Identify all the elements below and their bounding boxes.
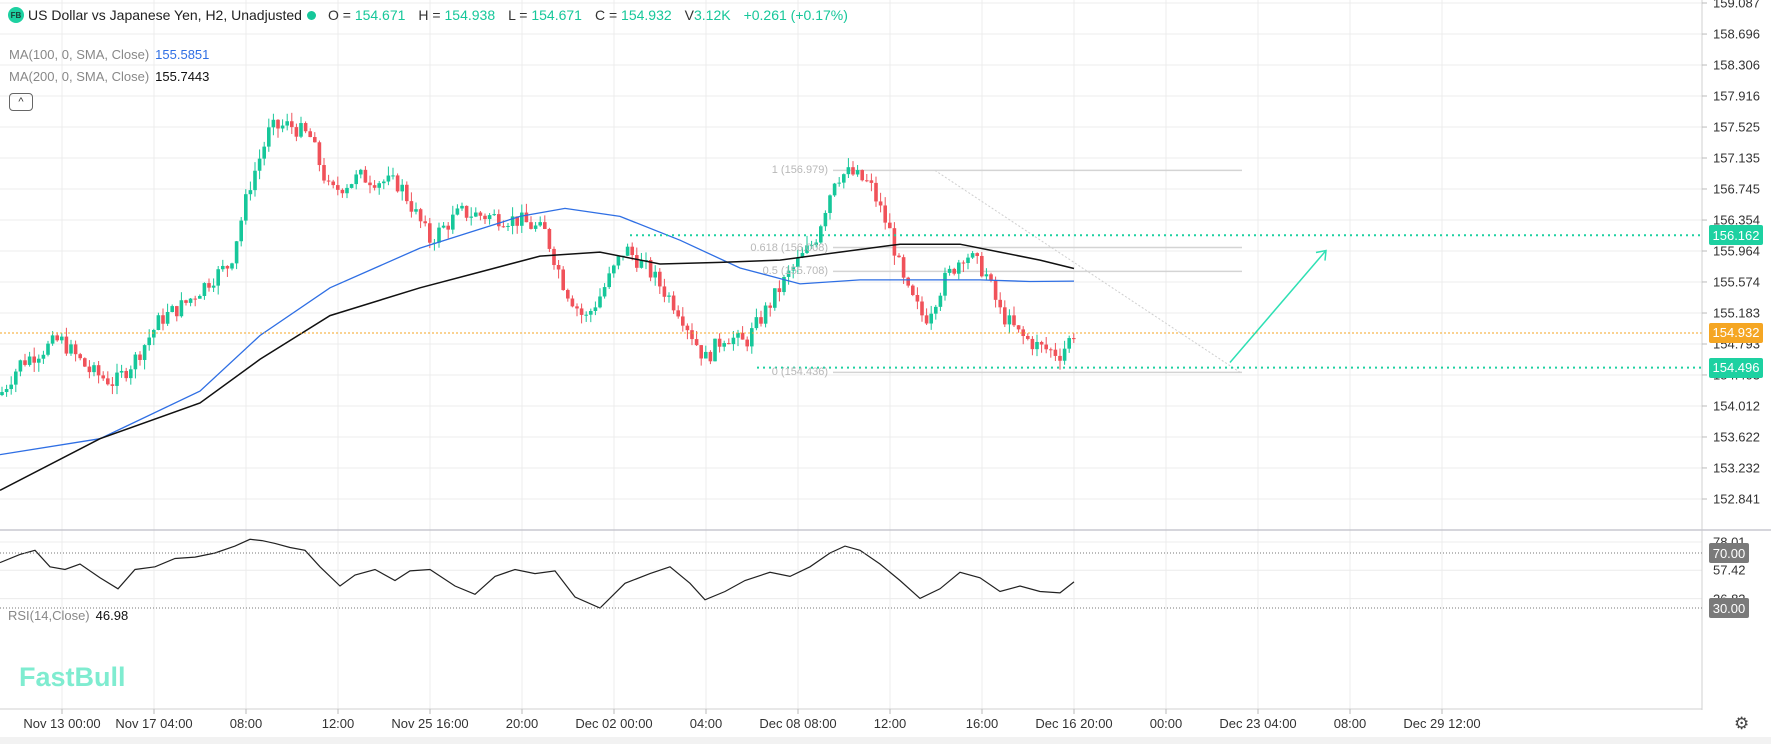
time-tick-label: Dec 29 12:00: [1403, 716, 1481, 731]
price-tick-label: 156.745: [1713, 181, 1760, 197]
price-tick-label: 153.232: [1713, 460, 1760, 476]
collapse-indicators-button[interactable]: ^: [9, 93, 33, 111]
time-tick-label: Dec 16 20:00: [1035, 716, 1113, 731]
ma200-line: [0, 243, 1075, 491]
ma100-legend[interactable]: MA(100, 0, SMA, Close) 155.5851: [9, 47, 210, 62]
chart-legend: FB US Dollar vs Japanese Yen, H2, Unadju…: [8, 7, 848, 23]
time-tick-label: 12:00: [873, 716, 907, 731]
price-tick-label: 152.841: [1713, 491, 1760, 507]
rsi-level-tag[interactable]: 30.00: [1709, 598, 1749, 618]
time-tick-label: Dec 08 08:00: [759, 716, 837, 731]
price-tick-label: 155.964: [1713, 243, 1760, 259]
price-tick-label: 155.183: [1713, 305, 1760, 321]
price-tick-label: 156.354: [1713, 212, 1760, 228]
chevron-up-icon: ^: [18, 96, 24, 108]
fastbull-watermark: FastBull: [19, 662, 126, 692]
ohlc-low: L = 154.671: [508, 7, 582, 23]
settings-gear-icon[interactable]: ⚙: [1734, 714, 1750, 733]
time-tick-label: Nov 25 16:00: [391, 716, 469, 731]
time-tick-label: 16:00: [965, 716, 999, 731]
time-tick-label: Dec 02 00:00: [575, 716, 653, 731]
price-tick-label: 155.574: [1713, 274, 1760, 290]
fib-level-label: 0.618 (156.008): [750, 241, 828, 254]
ohlc-high: H = 154.938: [418, 7, 496, 23]
projection-arrow[interactable]: [1229, 249, 1327, 363]
price-tick-label: 154.012: [1713, 398, 1760, 414]
price-tag[interactable]: 156.162: [1709, 225, 1763, 246]
price-tag[interactable]: 154.496: [1709, 357, 1763, 378]
fib-level-label: 1 (156.979): [771, 164, 828, 177]
time-tick-label: 12:00: [321, 716, 355, 731]
ohlc-open: O = 154.671: [327, 7, 406, 23]
ma200-legend[interactable]: MA(200, 0, SMA, Close) 155.7443: [9, 69, 210, 84]
time-tick-label: 04:00: [689, 716, 723, 731]
time-tick-label: 08:00: [1333, 716, 1367, 731]
market-status-dot-icon: [306, 10, 316, 20]
time-tick-label: Dec 23 04:00: [1219, 716, 1297, 731]
fibonacci-retracement[interactable]: [833, 169, 1242, 374]
time-tick-label: Nov 17 04:00: [115, 716, 193, 731]
time-tick-label: 20:00: [505, 716, 539, 731]
price-tick-label: 159.087: [1713, 0, 1760, 11]
time-tick-label: Nov 13 00:00: [23, 716, 101, 731]
price-tick-label: 157.525: [1713, 119, 1760, 135]
fib-level-label: 0 (154.436): [771, 366, 828, 379]
symbol-title[interactable]: US Dollar vs Japanese Yen, H2, Unadjuste…: [28, 7, 302, 23]
price-tick-label: 158.696: [1713, 26, 1760, 42]
price-change: +0.261 (+0.17%): [743, 7, 848, 23]
time-tick-label: 08:00: [229, 716, 263, 731]
ma100-line: [0, 207, 1075, 456]
candlestick-series: [0, 112, 1076, 397]
ohlc-close: C = 154.932: [594, 7, 672, 23]
grid-lines: [0, 0, 1702, 710]
rsi-legend[interactable]: RSI(14,Close) 46.98: [8, 608, 129, 623]
price-tag[interactable]: 154.932: [1709, 322, 1763, 343]
rsi-tick-label: 57.42: [1713, 562, 1746, 578]
fib-level-label: 0.5 (155.708): [762, 265, 828, 278]
time-tick-label: 00:00: [1149, 716, 1183, 731]
rsi-line: [0, 538, 1075, 609]
fastbull-logo-icon: FB: [8, 7, 24, 23]
price-tick-label: 158.306: [1713, 57, 1760, 73]
bottom-scroll-bar: [0, 737, 1771, 744]
ohlc-volume: V3.12K: [684, 7, 731, 23]
price-tick-label: 157.916: [1713, 88, 1760, 104]
price-tick-label: 153.622: [1713, 429, 1760, 445]
rsi-level-tag[interactable]: 70.00: [1709, 543, 1749, 563]
axis-borders: [0, 0, 1771, 714]
horizontal-levels[interactable]: [0, 234, 1702, 369]
price-tick-label: 157.135: [1713, 150, 1760, 166]
